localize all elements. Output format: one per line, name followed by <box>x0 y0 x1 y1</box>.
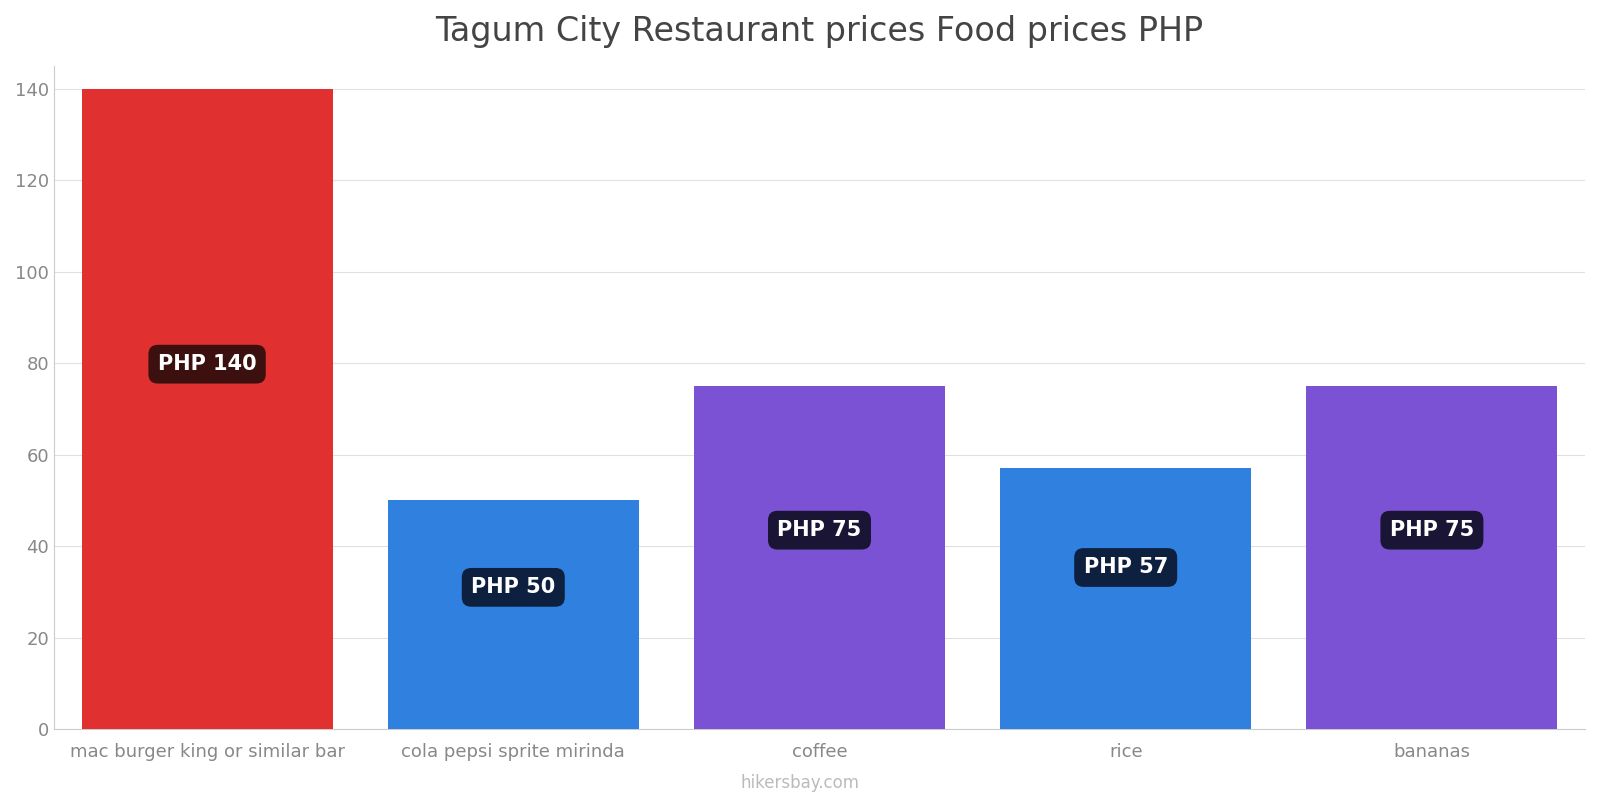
Bar <box>1000 469 1251 729</box>
Bar <box>1306 386 1557 729</box>
Bar <box>694 386 946 729</box>
Text: PHP 57: PHP 57 <box>1083 558 1168 578</box>
Bar <box>387 501 638 729</box>
Text: PHP 140: PHP 140 <box>158 354 256 374</box>
Title: Tagum City Restaurant prices Food prices PHP: Tagum City Restaurant prices Food prices… <box>435 15 1203 48</box>
Text: PHP 75: PHP 75 <box>778 520 862 540</box>
Text: PHP 50: PHP 50 <box>470 578 555 598</box>
Bar <box>82 89 333 729</box>
Text: PHP 75: PHP 75 <box>1390 520 1474 540</box>
Text: hikersbay.com: hikersbay.com <box>741 774 859 792</box>
